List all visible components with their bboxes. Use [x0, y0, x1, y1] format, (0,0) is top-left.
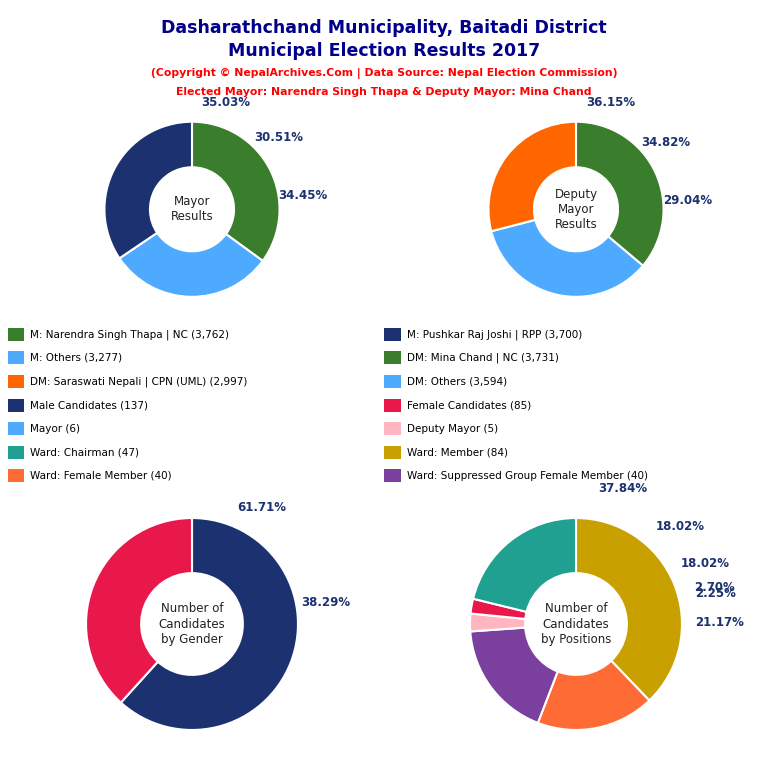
Wedge shape: [470, 614, 525, 631]
Text: Ward: Member (84): Ward: Member (84): [406, 447, 508, 457]
Wedge shape: [488, 122, 576, 231]
Text: Elected Mayor: Narendra Singh Thapa & Deputy Mayor: Mina Chand: Elected Mayor: Narendra Singh Thapa & De…: [176, 87, 592, 97]
Wedge shape: [492, 220, 643, 296]
Text: Mayor
Results: Mayor Results: [170, 195, 214, 223]
Wedge shape: [576, 122, 664, 266]
FancyBboxPatch shape: [8, 352, 25, 365]
Wedge shape: [538, 660, 649, 730]
Text: 34.82%: 34.82%: [641, 136, 690, 149]
FancyBboxPatch shape: [384, 399, 401, 412]
FancyBboxPatch shape: [384, 375, 401, 388]
Text: DM: Others (3,594): DM: Others (3,594): [406, 376, 507, 386]
Text: 29.04%: 29.04%: [663, 194, 712, 207]
Wedge shape: [104, 122, 192, 258]
FancyBboxPatch shape: [8, 328, 25, 341]
Wedge shape: [120, 233, 263, 296]
FancyBboxPatch shape: [384, 422, 401, 435]
Text: Deputy
Mayor
Results: Deputy Mayor Results: [554, 188, 598, 230]
Text: 38.29%: 38.29%: [301, 596, 350, 609]
Text: Deputy Mayor (5): Deputy Mayor (5): [406, 424, 498, 434]
Text: 18.02%: 18.02%: [656, 520, 705, 533]
Text: 37.84%: 37.84%: [598, 482, 647, 495]
Text: Male Candidates (137): Male Candidates (137): [30, 400, 148, 410]
Wedge shape: [192, 122, 280, 261]
Text: M: Narendra Singh Thapa | NC (3,762): M: Narendra Singh Thapa | NC (3,762): [30, 329, 230, 339]
Text: Number of
Candidates
by Positions: Number of Candidates by Positions: [541, 603, 611, 645]
Text: 36.15%: 36.15%: [586, 96, 635, 109]
Text: 35.03%: 35.03%: [201, 96, 250, 109]
FancyBboxPatch shape: [8, 469, 25, 482]
Wedge shape: [86, 518, 192, 703]
FancyBboxPatch shape: [384, 352, 401, 365]
Text: 2.25%: 2.25%: [695, 587, 737, 600]
Text: 30.51%: 30.51%: [253, 131, 303, 144]
Wedge shape: [121, 518, 298, 730]
Text: 18.02%: 18.02%: [681, 557, 730, 570]
FancyBboxPatch shape: [8, 399, 25, 412]
Text: DM: Saraswati Nepali | CPN (UML) (2,997): DM: Saraswati Nepali | CPN (UML) (2,997): [30, 376, 247, 387]
FancyBboxPatch shape: [384, 328, 401, 341]
Text: 2.70%: 2.70%: [694, 581, 735, 594]
FancyBboxPatch shape: [8, 422, 25, 435]
Text: DM: Mina Chand | NC (3,731): DM: Mina Chand | NC (3,731): [406, 353, 558, 363]
Text: Number of
Candidates
by Gender: Number of Candidates by Gender: [159, 603, 225, 645]
Text: 61.71%: 61.71%: [237, 501, 286, 514]
FancyBboxPatch shape: [8, 375, 25, 388]
Text: Dasharathchand Municipality, Baitadi District: Dasharathchand Municipality, Baitadi Dis…: [161, 19, 607, 37]
Text: M: Others (3,277): M: Others (3,277): [30, 353, 122, 363]
Text: Mayor (6): Mayor (6): [30, 424, 81, 434]
Text: Ward: Chairman (47): Ward: Chairman (47): [30, 447, 139, 457]
FancyBboxPatch shape: [8, 445, 25, 458]
Text: Ward: Suppressed Group Female Member (40): Ward: Suppressed Group Female Member (40…: [406, 471, 647, 481]
Text: (Copyright © NepalArchives.Com | Data Source: Nepal Election Commission): (Copyright © NepalArchives.Com | Data So…: [151, 68, 617, 78]
Wedge shape: [576, 518, 682, 700]
Wedge shape: [470, 627, 558, 723]
Wedge shape: [471, 599, 527, 619]
Text: M: Pushkar Raj Joshi | RPP (3,700): M: Pushkar Raj Joshi | RPP (3,700): [406, 329, 582, 339]
Text: 34.45%: 34.45%: [279, 189, 328, 202]
FancyBboxPatch shape: [384, 469, 401, 482]
FancyBboxPatch shape: [384, 445, 401, 458]
Text: Ward: Female Member (40): Ward: Female Member (40): [30, 471, 172, 481]
Text: Female Candidates (85): Female Candidates (85): [406, 400, 531, 410]
Text: Municipal Election Results 2017: Municipal Election Results 2017: [228, 42, 540, 60]
Text: 21.17%: 21.17%: [694, 616, 743, 629]
Wedge shape: [473, 518, 576, 612]
